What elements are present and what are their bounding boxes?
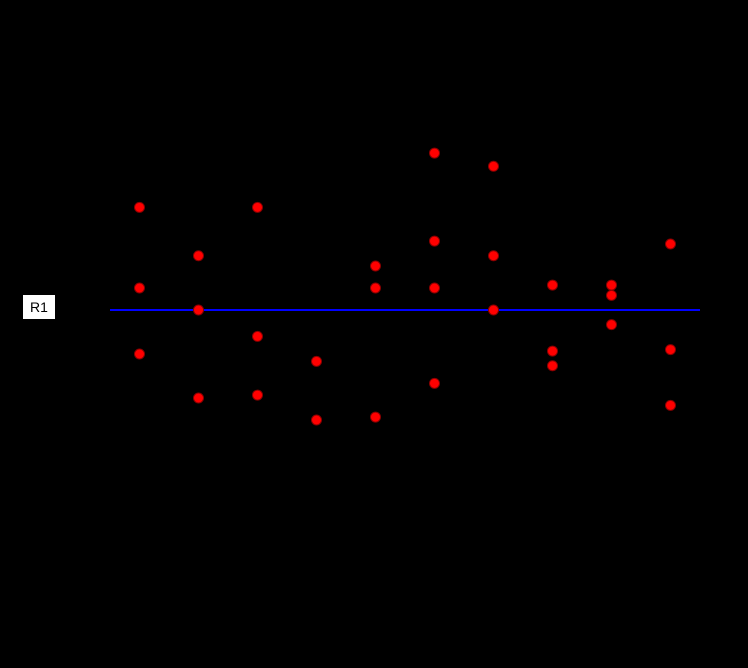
x-tick-label: Unit 2 <box>169 540 229 554</box>
data-point <box>312 415 322 425</box>
data-point <box>253 331 263 341</box>
data-point <box>135 202 145 212</box>
x-tick-label: Unit 5 <box>346 540 406 554</box>
y-tick-label: 110 <box>64 155 98 169</box>
data-point <box>194 251 204 261</box>
y-tick-label: 85 <box>64 522 98 536</box>
data-point <box>548 346 558 356</box>
data-point <box>607 280 617 290</box>
data-point <box>430 148 440 158</box>
x-tick-label: Unit 8 <box>523 540 583 554</box>
x-tick-label: Unit 1 <box>110 540 170 554</box>
plot-svg <box>0 0 748 668</box>
x-tick-label: Unit 9 <box>582 540 642 554</box>
data-point <box>489 305 499 315</box>
x-tick-label: Unit 3 <box>228 540 288 554</box>
data-point <box>135 283 145 293</box>
data-point <box>430 236 440 246</box>
data-point <box>430 283 440 293</box>
data-point <box>253 202 263 212</box>
x-tick-label: Unit 4 <box>287 540 347 554</box>
data-point <box>607 320 617 330</box>
y-tick-label: 90 <box>64 449 98 463</box>
data-point <box>607 290 617 300</box>
y-tick-label: 95 <box>64 375 98 389</box>
data-point <box>489 161 499 171</box>
data-point <box>666 400 676 410</box>
data-point <box>371 412 381 422</box>
data-point <box>666 239 676 249</box>
data-point <box>253 390 263 400</box>
data-point <box>371 283 381 293</box>
y-tick-label: 115 <box>64 82 98 96</box>
data-point <box>194 393 204 403</box>
x-tick-label: Unit 10 <box>641 540 701 554</box>
y-tick-label: 105 <box>64 229 98 243</box>
data-point <box>548 280 558 290</box>
data-point <box>666 345 676 355</box>
data-point <box>312 356 322 366</box>
data-point <box>371 261 381 271</box>
x-tick-label: Unit 6 <box>405 540 465 554</box>
data-point <box>430 378 440 388</box>
data-point <box>194 305 204 315</box>
data-point <box>548 361 558 371</box>
data-point <box>489 251 499 261</box>
data-point <box>135 349 145 359</box>
x-tick-label: Unit 7 <box>464 540 524 554</box>
y-tick-label: 100 <box>64 302 98 316</box>
